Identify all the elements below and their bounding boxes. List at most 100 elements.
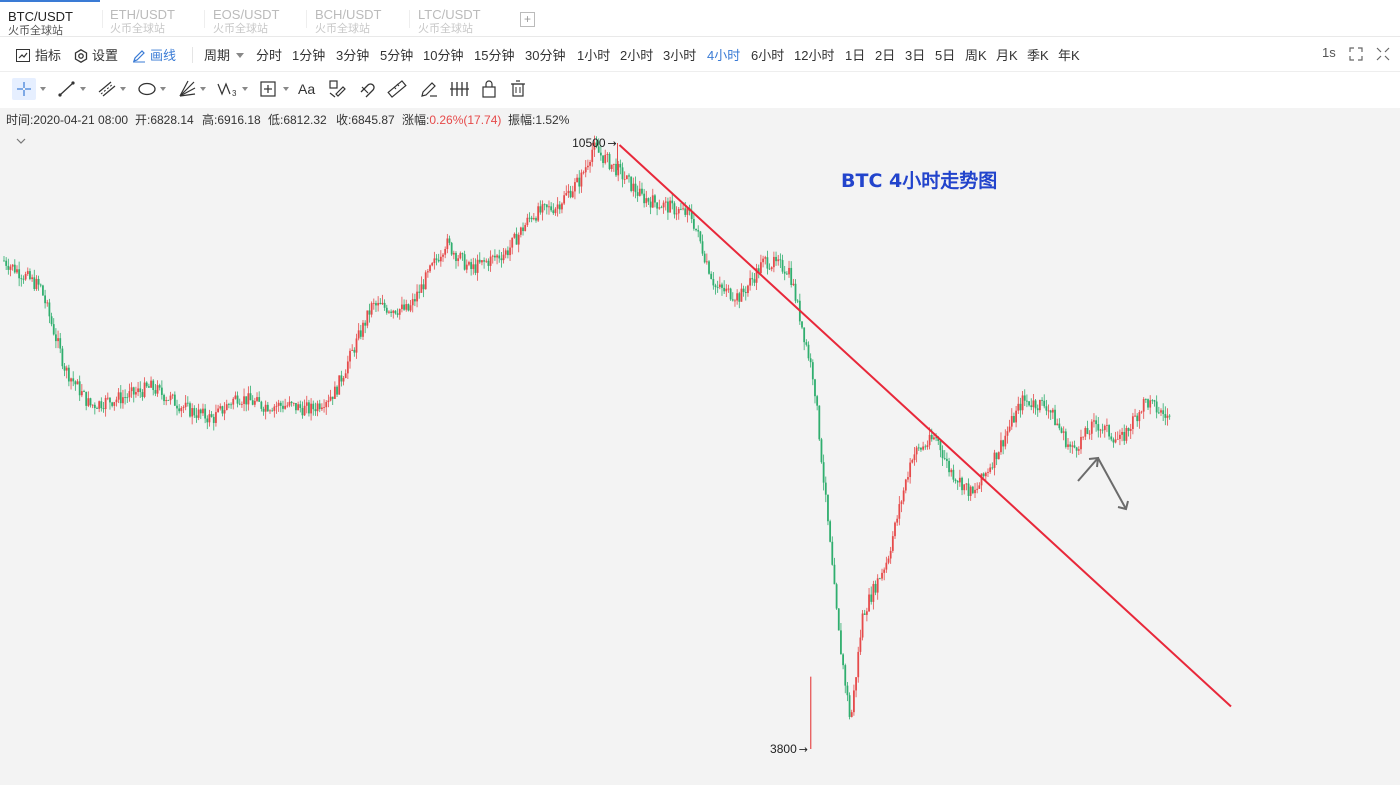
chevron-down-icon[interactable] (80, 87, 86, 91)
candle-body (498, 255, 501, 259)
candle-body (173, 394, 176, 406)
tab-eth-usdt[interactable]: ETH/USDT 火币全球站 (102, 0, 202, 36)
candle-body (574, 182, 576, 192)
period-option[interactable]: 15分钟 (474, 48, 515, 63)
candle-body (580, 172, 583, 187)
candle-body (405, 304, 408, 310)
chevron-down-icon[interactable] (242, 87, 248, 91)
candle-body (100, 401, 103, 409)
candle-body (13, 264, 16, 273)
projection-up-arrow (1077, 457, 1099, 482)
indicators-button[interactable]: 指标 (16, 45, 61, 64)
add-tab-button[interactable]: + (520, 12, 535, 27)
period-option[interactable]: 月K (996, 48, 1018, 63)
candle-body (160, 387, 163, 395)
refresh-interval[interactable]: 1s (1322, 45, 1336, 60)
period-option[interactable]: 5分钟 (380, 48, 414, 63)
measure-box-icon[interactable] (258, 78, 280, 100)
period-option[interactable]: 2小时 (620, 48, 654, 63)
line-icon[interactable] (56, 78, 78, 100)
text-icon[interactable]: Aa (298, 81, 316, 97)
draw-button[interactable]: 画线 (132, 45, 176, 64)
candle-body (163, 394, 165, 402)
period-option[interactable]: 3分钟 (336, 48, 370, 63)
period-option[interactable]: 1分钟 (292, 48, 326, 63)
lock-icon[interactable] (478, 78, 500, 100)
period-option[interactable]: 4小时 (707, 48, 741, 63)
candle-body (675, 213, 678, 215)
tab-btc-usdt[interactable]: BTC/USDT 火币全球站 (0, 0, 100, 37)
fullscreen-icon[interactable] (1349, 47, 1363, 64)
candle-body (920, 447, 922, 450)
chevron-down-icon[interactable] (283, 87, 289, 91)
candle-body (1067, 444, 1069, 447)
candle-body (35, 278, 38, 289)
candlestick-chart[interactable]: 10500 → 3800 → BTC 4小时走势图 (0, 128, 1400, 785)
candle-body (820, 439, 823, 463)
candle-body (346, 361, 349, 374)
candle-body (987, 471, 989, 473)
period-dropdown[interactable]: 周期 (204, 45, 245, 64)
parallel-channel-icon[interactable] (96, 78, 118, 100)
tab-bch-usdt[interactable]: BCH/USDT 火币全球站 (307, 0, 407, 36)
bars-icon[interactable] (448, 78, 470, 100)
period-option[interactable]: 分时 (256, 48, 283, 63)
tab-eos-usdt[interactable]: EOS/USDT 火币全球站 (205, 0, 305, 36)
ruler-icon[interactable] (386, 78, 408, 100)
candle-body (699, 231, 702, 242)
brush-icon[interactable] (327, 78, 349, 100)
candle-body (658, 207, 661, 209)
candle-body (481, 260, 483, 263)
pen-icon[interactable] (418, 78, 440, 100)
period-option[interactable]: 1小时 (577, 48, 611, 63)
right-arrow-icon: → (799, 743, 808, 756)
magnet-icon[interactable] (356, 78, 378, 100)
crosshair-icon[interactable] (12, 78, 36, 100)
period-option[interactable]: 周K (965, 48, 987, 63)
chevron-down-icon[interactable] (120, 87, 126, 91)
period-option[interactable]: 30分钟 (525, 48, 566, 63)
chart-canvas[interactable]: 10500 →3800 →BTC 4小时走势图 (0, 128, 1400, 785)
tab-ltc-usdt[interactable]: LTC/USDT 火币全球站 (410, 0, 510, 36)
period-option[interactable]: 6小时 (751, 48, 785, 63)
period-option[interactable]: 3小时 (663, 48, 697, 63)
period-option[interactable]: 1日 (845, 48, 866, 63)
candle-body (922, 446, 925, 450)
projection-down-arrow (1097, 457, 1127, 510)
period-option[interactable]: 年K (1058, 48, 1080, 63)
candle-body (692, 219, 695, 229)
period-option[interactable]: 10分钟 (423, 48, 464, 63)
candle-body (625, 175, 628, 180)
period-option[interactable]: 2日 (875, 48, 896, 63)
candle-body (766, 257, 769, 269)
candle-body (844, 665, 847, 686)
candle-body (885, 562, 888, 570)
candle-body (1062, 431, 1065, 433)
candle-body (840, 630, 842, 655)
candle-body (850, 712, 853, 717)
candle-body (476, 259, 479, 273)
period-option[interactable]: 12小时 (794, 48, 835, 63)
candle-body (729, 288, 732, 300)
fib-fan-icon[interactable] (176, 78, 198, 100)
candle-body (195, 415, 198, 418)
chevron-down-icon[interactable] (40, 87, 46, 91)
settings-button[interactable]: 设置 (74, 45, 118, 64)
collapse-info-icon[interactable] (15, 133, 27, 144)
candle-body (500, 258, 503, 261)
symbol-tabs: BTC/USDT 火币全球站 ETH/USDT 火币全球站 EOS/USDT 火… (0, 0, 1400, 37)
chevron-down-icon[interactable] (200, 87, 206, 91)
period-option[interactable]: 5日 (935, 48, 956, 63)
candle-body (336, 386, 338, 395)
candle-body (463, 254, 466, 270)
period-option[interactable]: 季K (1027, 48, 1049, 63)
candle-body (1110, 436, 1113, 440)
wave-icon[interactable]: 3 (216, 78, 240, 100)
trash-icon[interactable] (507, 78, 529, 100)
period-option[interactable]: 3日 (905, 48, 926, 63)
candle-body (591, 149, 594, 162)
chevron-down-icon[interactable] (160, 87, 166, 91)
candle-body (310, 403, 312, 414)
ellipse-icon[interactable] (136, 78, 158, 100)
expand-icon[interactable] (1376, 47, 1390, 64)
